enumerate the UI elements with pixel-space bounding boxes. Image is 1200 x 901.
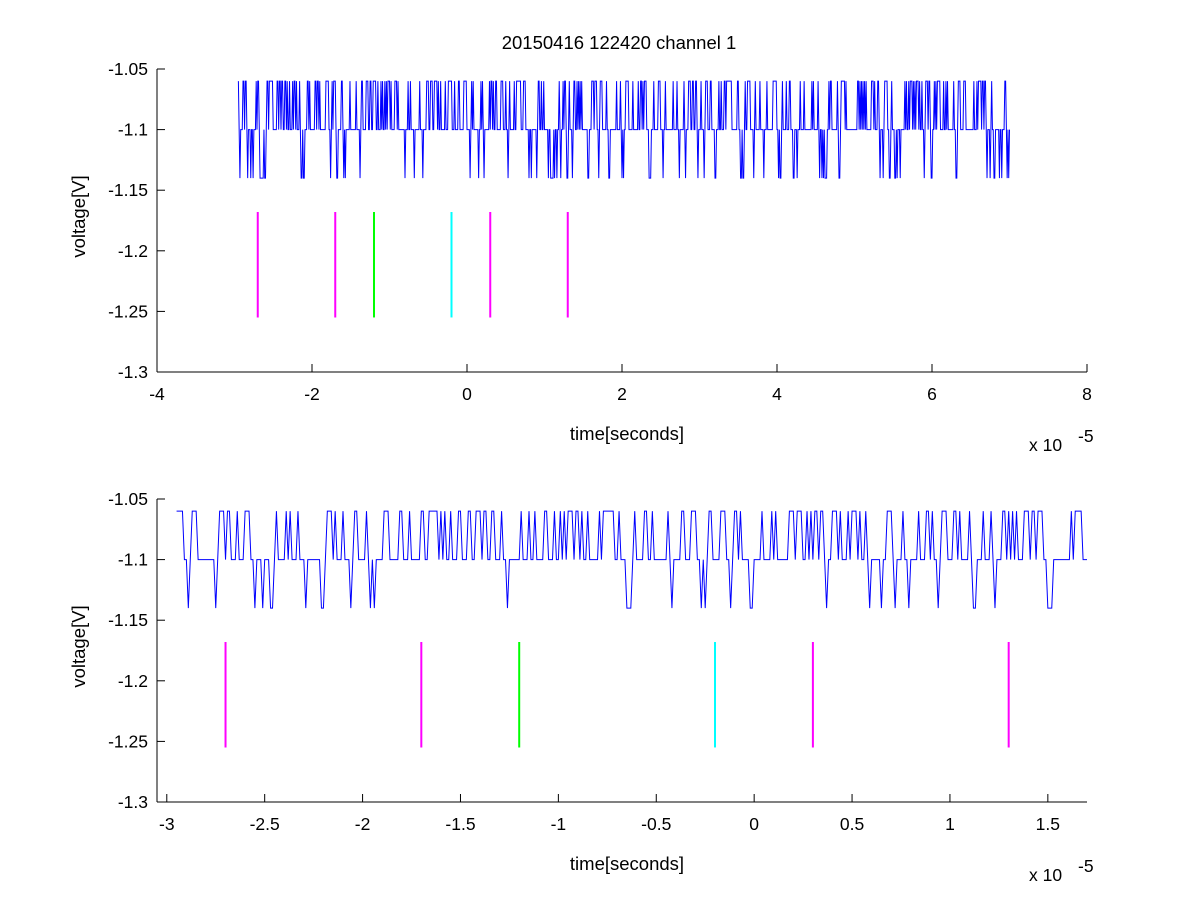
x-multiplier-exponent: -5	[1078, 426, 1094, 446]
x-tick-label: -1.5	[445, 814, 475, 834]
y-tick-label: -1.15	[108, 180, 148, 200]
x-tick-label: 0.5	[840, 814, 864, 834]
x-axis-label: time[seconds]	[570, 423, 684, 444]
y-tick-label: -1.2	[118, 671, 148, 691]
y-tick-label: -1.25	[108, 731, 148, 751]
signal-series-line	[237, 80, 1010, 179]
y-tick-label: -1.1	[118, 550, 148, 570]
y-axis-label: voltage[V]	[68, 175, 89, 257]
bottom-plot: -1.05 -1.1 -1.15 -1.2 -1.25 -1.3 -3 -2.5 -2 -1.5 -…	[68, 489, 1094, 885]
top-plot: -1.05 -1.1 -1.15 -1.2 -1.25 -1.3-4 -2 0 2 4 6 8 time…	[68, 59, 1094, 455]
x-tick-label: 6	[927, 384, 937, 404]
x-axis-label: time[seconds]	[570, 853, 684, 874]
y-tick-label: -1.1	[118, 120, 148, 140]
y-tick-label: -1.3	[118, 792, 148, 812]
x-tick-label: 4	[772, 384, 782, 404]
x-multiplier-label: x 10	[1029, 865, 1062, 885]
y-tick-label: -1.25	[108, 301, 148, 321]
y-tick-label: -1.05	[108, 489, 148, 509]
x-tick-label: 1	[945, 814, 955, 834]
x-tick-label: -0.5	[641, 814, 671, 834]
y-tick-label: -1.05	[108, 59, 148, 79]
x-tick-label: -2	[304, 384, 320, 404]
x-tick-label: -2.5	[250, 814, 280, 834]
y-tick-label: -1.2	[118, 241, 148, 261]
x-tick-label: 0	[749, 814, 759, 834]
x-tick-label: -1	[551, 814, 567, 834]
x-tick-label: -4	[149, 384, 165, 404]
x-multiplier-label: x 10	[1029, 435, 1062, 455]
x-tick-label: 2	[617, 384, 627, 404]
x-tick-label: -2	[355, 814, 371, 834]
x-tick-label: 1.5	[1036, 814, 1060, 834]
signal-series-line	[176, 510, 1087, 609]
chart-title: 20150416 122420 channel 1	[502, 32, 737, 53]
y-tick-label: -1.15	[108, 610, 148, 630]
y-axis-label: voltage[V]	[68, 605, 89, 687]
y-tick-label: -1.3	[118, 362, 148, 382]
x-tick-label: -3	[159, 814, 175, 834]
x-multiplier-exponent: -5	[1078, 856, 1094, 876]
x-tick-label: 0	[462, 384, 472, 404]
x-tick-label: 8	[1082, 384, 1092, 404]
